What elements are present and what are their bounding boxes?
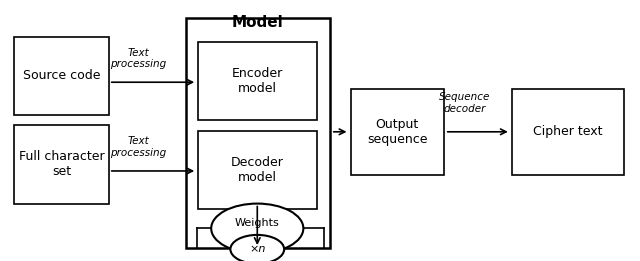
Text: Model: Model [232, 15, 283, 30]
Text: Weights: Weights [235, 218, 280, 228]
Text: Output
sequence: Output sequence [367, 118, 428, 146]
Bar [186, 18, 330, 248]
Text: Text
processing: Text processing [110, 48, 166, 69]
Text: Sequence
decoder: Sequence decoder [439, 92, 490, 114]
Text: Text
processing: Text processing [110, 136, 166, 158]
Text: Decoder
model: Decoder model [231, 156, 284, 184]
Bar [14, 125, 109, 204]
Text: Source code: Source code [22, 69, 100, 82]
Bar [351, 89, 444, 175]
Bar [14, 37, 109, 115]
Text: Cipher text: Cipher text [533, 125, 603, 138]
Text: Full character
set: Full character set [19, 150, 104, 179]
Ellipse shape [211, 204, 303, 253]
Bar [512, 89, 624, 175]
Ellipse shape [230, 235, 284, 261]
Text: ×n: ×n [249, 244, 266, 254]
Bar [198, 42, 317, 120]
Bar [198, 130, 317, 209]
Text: Encoder
model: Encoder model [232, 67, 284, 95]
